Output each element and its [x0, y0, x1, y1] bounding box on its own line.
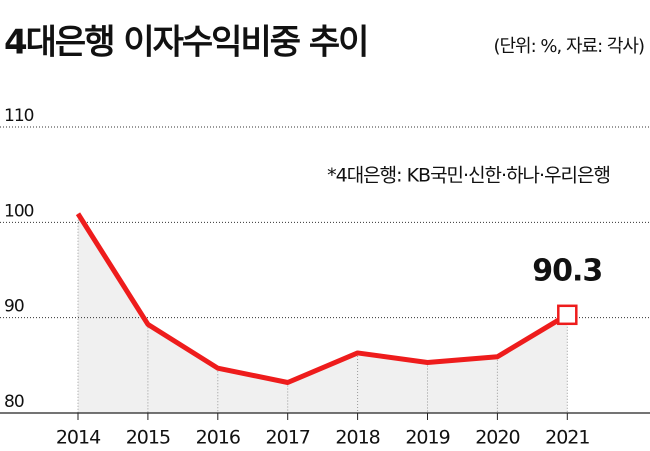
annotation: *4대은행: KB국민·신한·하나·우리은행	[327, 165, 610, 187]
x-tick-label: 2018	[335, 427, 379, 449]
line	[75, 212, 569, 385]
y-tick-label: 100	[4, 201, 34, 221]
x-tick-label: 2019	[405, 427, 449, 449]
x-tick-label: 2015	[126, 427, 170, 449]
x-tick-label: 2014	[56, 427, 101, 449]
y-tick-label: 80	[4, 392, 24, 412]
data-label: 90.3	[532, 253, 602, 288]
chart-subtitle: (단위: %, 자료: 각사)	[493, 36, 644, 57]
area	[78, 213, 568, 413]
chart-title: 4대은행 이자수익비중 추이	[4, 23, 367, 63]
x-tick-label: 2017	[266, 427, 310, 449]
x-tick-label: 2021	[545, 427, 589, 449]
x-tick-label: 2020	[475, 427, 519, 449]
y-tick-label: 90	[4, 297, 24, 317]
y-tick-label: 110	[4, 106, 34, 126]
point-marker	[557, 304, 578, 326]
x-tick-label: 2016	[196, 427, 240, 449]
